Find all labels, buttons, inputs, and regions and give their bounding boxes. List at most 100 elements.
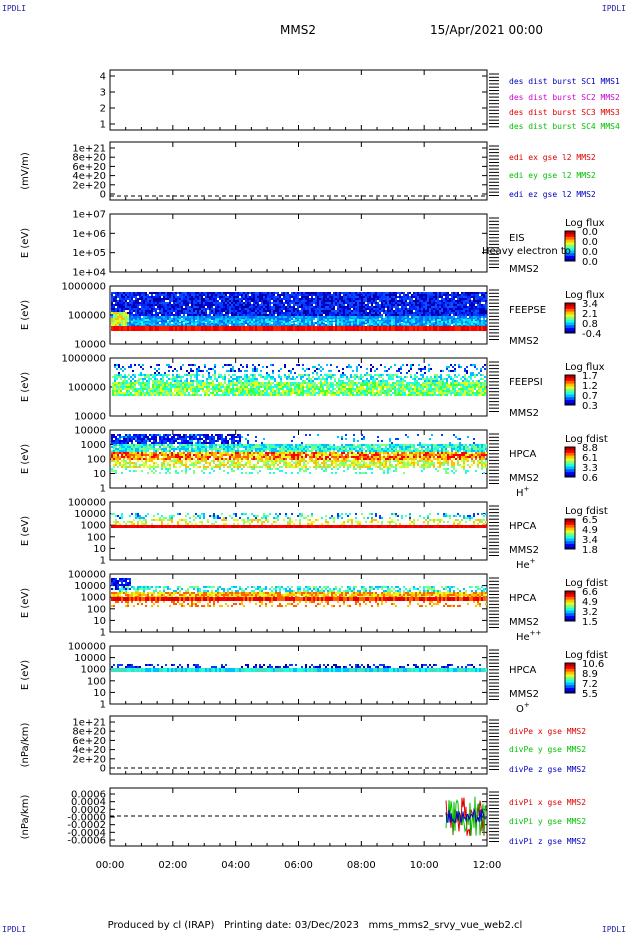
- spectrogram-pixel: [228, 364, 230, 366]
- spectrogram-pixel: [301, 310, 303, 312]
- spectrogram-pixel: [425, 310, 427, 312]
- spectrogram-pixel: [163, 294, 165, 296]
- spectrogram-pixel: [219, 324, 221, 326]
- spectrogram-pixel: [121, 302, 123, 304]
- spectrogram-pixel: [315, 326, 317, 331]
- spectrogram-pixel: [247, 292, 249, 294]
- spectrogram-pixel: [477, 304, 479, 306]
- spectrogram-pixel: [371, 292, 373, 294]
- spectrogram-pixel: [216, 392, 218, 394]
- spectrogram-pixel: [155, 320, 157, 322]
- spectrogram-pixel: [403, 312, 405, 314]
- spectrogram-pixel: [226, 392, 228, 394]
- spectrogram-pixel: [143, 300, 145, 302]
- spectrogram-pixel: [214, 378, 216, 380]
- spectrogram-pixel: [430, 376, 432, 378]
- spectrogram-pixel: [114, 394, 116, 396]
- spectrogram-pixel: [129, 326, 131, 331]
- spectrogram-pixel: [253, 312, 255, 314]
- spectrogram-pixel: [273, 292, 275, 294]
- spectrogram-pixel: [395, 310, 397, 312]
- spectrogram-pixel: [325, 326, 327, 331]
- spectrogram-pixel: [363, 292, 365, 294]
- spectrogram-pixel: [139, 298, 141, 300]
- spectrogram-pixel: [415, 310, 417, 312]
- spectrogram-pixel: [133, 294, 135, 296]
- spectrogram-pixel: [286, 378, 288, 380]
- spectrogram-pixel: [459, 316, 461, 318]
- spectrogram-pixel: [165, 294, 167, 296]
- spectrogram-pixel: [263, 316, 265, 318]
- spectrogram-pixel: [409, 318, 411, 320]
- spectrogram-pixel: [455, 318, 457, 320]
- spectrogram-pixel: [193, 304, 195, 306]
- spectrogram-pixel: [148, 386, 150, 388]
- spectrogram-pixel: [425, 298, 427, 300]
- spectrogram-pixel: [265, 326, 267, 331]
- spectrogram-pixel: [116, 386, 118, 388]
- spectrogram-pixel: [202, 386, 204, 388]
- spectrogram-pixel: [466, 380, 468, 382]
- spectrogram-pixel: [162, 388, 164, 390]
- spectrogram-pixel: [169, 310, 171, 312]
- spectrogram-pixel: [154, 382, 156, 384]
- spectrogram-pixel: [399, 324, 401, 326]
- spectrogram-pixel: [199, 320, 201, 322]
- spectrogram-pixel: [367, 304, 369, 306]
- spectrogram-pixel: [356, 374, 358, 376]
- spectrogram-pixel: [339, 312, 341, 314]
- spectrogram-pixel: [431, 308, 433, 310]
- spectrogram-pixel: [269, 321, 271, 323]
- spectrogram-pixel: [189, 308, 191, 310]
- spectrogram-pixel: [155, 318, 157, 320]
- spectrogram-pixel: [273, 294, 275, 296]
- spectrogram-pixel: [175, 304, 177, 306]
- spectrogram-pixel: [243, 296, 245, 298]
- spectrogram-pixel: [189, 326, 191, 331]
- spectrogram-pixel: [111, 302, 113, 304]
- spectrogram-pixel: [253, 314, 255, 316]
- spectrogram-pixel: [357, 302, 359, 304]
- spectrogram-pixel: [285, 318, 287, 320]
- spectrogram-pixel: [385, 296, 387, 298]
- spectrogram-pixel: [263, 310, 265, 312]
- spectrogram-pixel: [252, 378, 254, 380]
- spectrogram-pixel: [469, 306, 471, 308]
- spectrogram-pixel: [232, 394, 234, 396]
- spectrogram-pixel: [393, 304, 395, 306]
- spectrogram-pixel: [457, 302, 459, 304]
- spectrogram-pixel: [393, 302, 395, 304]
- spectrogram-pixel: [465, 308, 467, 310]
- spectrogram-pixel: [354, 374, 356, 376]
- spectrogram-pixel: [459, 323, 461, 325]
- spectrogram-pixel: [180, 384, 182, 386]
- spectrogram-pixel: [191, 308, 193, 310]
- spectrogram-pixel: [163, 308, 165, 310]
- spectrogram-pixel: [113, 316, 115, 318]
- spectrogram-pixel: [246, 390, 248, 392]
- spectrogram-pixel: [165, 308, 167, 310]
- spectrogram-pixel: [301, 320, 303, 322]
- spectrogram-pixel: [114, 378, 116, 380]
- spectrogram-pixel: [415, 306, 417, 308]
- spectrogram-pixel: [427, 312, 429, 314]
- spectrogram-pixel: [197, 296, 199, 298]
- spectrogram-pixel: [221, 298, 223, 300]
- spectrogram-pixel: [407, 326, 409, 331]
- spectrogram-pixel: [143, 316, 145, 318]
- spectrogram-pixel: [315, 298, 317, 300]
- spectrogram-pixel: [120, 376, 122, 378]
- spectrogram-pixel: [271, 310, 273, 312]
- spectrogram-pixel: [294, 378, 296, 380]
- spectrogram-pixel: [355, 308, 357, 310]
- spectrogram-pixel: [429, 308, 431, 310]
- spectrogram-pixel: [387, 326, 389, 331]
- spectrogram-pixel: [113, 298, 115, 300]
- spectrogram-pixel: [256, 384, 258, 386]
- spectrogram-pixel: [395, 318, 397, 320]
- spectrogram-pixel: [307, 326, 309, 331]
- colorbar-step: [565, 247, 575, 251]
- spectrogram-pixel: [335, 322, 337, 324]
- spectrogram-pixel: [431, 314, 433, 316]
- spectrogram-pixel: [325, 294, 327, 296]
